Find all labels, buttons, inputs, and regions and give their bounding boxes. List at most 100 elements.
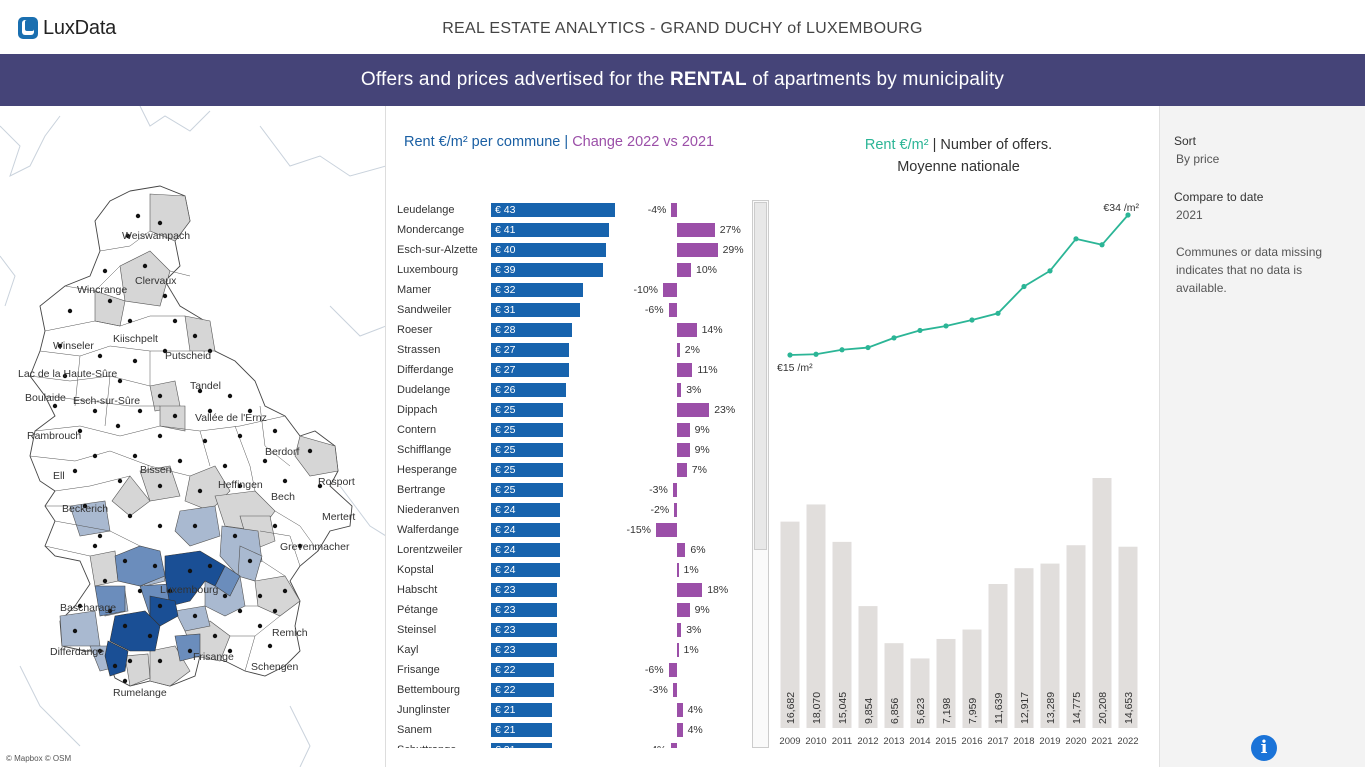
change-bar[interactable] <box>671 743 677 748</box>
change-bar[interactable] <box>677 543 686 557</box>
change-bar[interactable] <box>672 683 677 697</box>
change-bar[interactable] <box>668 303 677 317</box>
rent-bar[interactable] <box>491 243 607 257</box>
rent-bar[interactable] <box>491 543 561 557</box>
rent-bar[interactable] <box>491 503 561 517</box>
rent-bar[interactable] <box>491 703 552 717</box>
ranking-row[interactable]: Lorentzweiler € 24 6% <box>387 540 753 560</box>
rent-bar[interactable] <box>491 403 564 417</box>
luxdata-logo[interactable]: LuxData <box>17 16 116 40</box>
change-bar[interactable] <box>677 223 715 237</box>
rent-bar[interactable] <box>491 343 569 357</box>
rent-bar[interactable] <box>491 383 566 397</box>
offers-bar[interactable] <box>780 521 800 728</box>
map-attribution[interactable]: © Mapbox © OSM <box>6 754 72 763</box>
change-bar[interactable] <box>677 243 718 257</box>
change-bar[interactable] <box>677 623 682 637</box>
change-bar[interactable] <box>677 363 693 377</box>
offers-bar[interactable] <box>962 629 982 728</box>
ranking-row[interactable]: Hesperange € 25 7% <box>387 460 753 480</box>
change-bar[interactable] <box>677 463 687 477</box>
change-bar[interactable] <box>677 583 703 597</box>
offers-bar[interactable] <box>1040 563 1060 728</box>
change-bar[interactable] <box>668 663 677 677</box>
info-icon[interactable]: i <box>1251 735 1277 761</box>
rent-bar[interactable] <box>491 323 572 337</box>
ranking-row[interactable]: Differdange € 27 11% <box>387 360 753 380</box>
rent-bar[interactable] <box>491 583 558 597</box>
rent-point[interactable] <box>995 310 1001 316</box>
rent-trend-line[interactable] <box>789 214 1129 356</box>
ranking-row[interactable]: Walferdange € 24 -15% <box>387 520 753 540</box>
ranking-row[interactable]: Strassen € 27 2% <box>387 340 753 360</box>
change-bar[interactable] <box>677 563 679 577</box>
rent-bar[interactable] <box>491 363 569 377</box>
rent-point[interactable] <box>1047 268 1053 274</box>
ranking-row[interactable]: Junglinster € 21 4% <box>387 700 753 720</box>
rent-bar[interactable] <box>491 283 584 297</box>
change-bar[interactable] <box>677 323 697 337</box>
ranking-row[interactable]: Bertrange € 25 -3% <box>387 480 753 500</box>
rent-point[interactable] <box>787 352 793 358</box>
rent-bar[interactable] <box>491 423 564 437</box>
change-bar[interactable] <box>677 723 683 737</box>
offers-bar[interactable] <box>832 541 852 728</box>
sort-select[interactable]: By price <box>1176 152 1220 166</box>
rent-point[interactable] <box>813 351 819 357</box>
change-bar[interactable] <box>677 703 683 717</box>
change-bar[interactable] <box>677 263 691 277</box>
change-bar[interactable] <box>677 643 679 657</box>
rent-bar[interactable] <box>491 643 558 657</box>
ranking-row[interactable]: Sandweiler € 31 -6% <box>387 300 753 320</box>
ranking-row[interactable]: Steinsel € 23 3% <box>387 620 753 640</box>
ranking-row[interactable]: Sanem € 21 4% <box>387 720 753 740</box>
map-canvas[interactable]: Weiswampach Clervaux Wincrange Kiischpel… <box>0 106 386 767</box>
ranking-row[interactable]: Mondercange € 41 27% <box>387 220 753 240</box>
rent-point[interactable] <box>839 347 845 353</box>
rent-bar[interactable] <box>491 603 558 617</box>
ranking-row[interactable]: Contern € 25 9% <box>387 420 753 440</box>
ranking-row[interactable]: Kayl € 23 1% <box>387 640 753 660</box>
change-bar[interactable] <box>656 523 677 537</box>
ranking-row[interactable]: Leudelange € 43 -4% <box>387 200 753 220</box>
communes-darkblue[interactable] <box>104 550 226 677</box>
change-bar[interactable] <box>677 383 682 397</box>
rent-point[interactable] <box>917 327 923 334</box>
rent-bar[interactable] <box>491 723 552 737</box>
compare-date-select[interactable]: 2021 <box>1176 208 1203 222</box>
change-bar[interactable] <box>677 343 680 357</box>
ranking-row[interactable]: Kopstal € 24 1% <box>387 560 753 580</box>
change-bar[interactable] <box>677 603 690 617</box>
ranking-row[interactable]: Niederanven € 24 -2% <box>387 500 753 520</box>
rent-point[interactable] <box>1099 242 1105 248</box>
rent-bar[interactable] <box>491 683 555 697</box>
change-bar[interactable] <box>674 503 677 517</box>
ranking-row[interactable]: Mamer € 32 -10% <box>387 280 753 300</box>
offers-bar[interactable] <box>1014 568 1034 728</box>
change-bar[interactable] <box>677 423 690 437</box>
offers-bar[interactable] <box>1092 478 1112 728</box>
rent-bar[interactable] <box>491 223 610 237</box>
ranking-row[interactable]: Schifflange € 25 9% <box>387 440 753 460</box>
rent-bar[interactable] <box>491 483 564 497</box>
change-bar[interactable] <box>677 403 710 417</box>
rent-point[interactable] <box>865 344 871 351</box>
offers-bar[interactable] <box>988 584 1008 728</box>
rent-point[interactable] <box>943 323 949 329</box>
ranking-row[interactable]: Pétange € 23 9% <box>387 600 753 620</box>
rent-bar[interactable] <box>491 623 558 637</box>
ranking-row[interactable]: Habscht € 23 18% <box>387 580 753 600</box>
ranking-row[interactable]: Dippach € 25 23% <box>387 400 753 420</box>
rent-point[interactable] <box>1021 283 1027 290</box>
ranking-row[interactable]: Schuttrange € 21 -4% <box>387 740 753 748</box>
scrollbar-thumb[interactable] <box>754 202 767 550</box>
ranking-row[interactable]: Bettembourg € 22 -3% <box>387 680 753 700</box>
rent-point[interactable] <box>1073 236 1079 242</box>
offers-bar[interactable] <box>910 658 930 728</box>
rent-point[interactable] <box>1125 212 1131 218</box>
rent-bar[interactable] <box>491 263 604 277</box>
municipality-map[interactable]: Weiswampach Clervaux Wincrange Kiischpel… <box>0 106 386 767</box>
offers-bar[interactable] <box>884 643 904 728</box>
rent-bar[interactable] <box>491 523 561 537</box>
rent-bar[interactable] <box>491 743 552 748</box>
